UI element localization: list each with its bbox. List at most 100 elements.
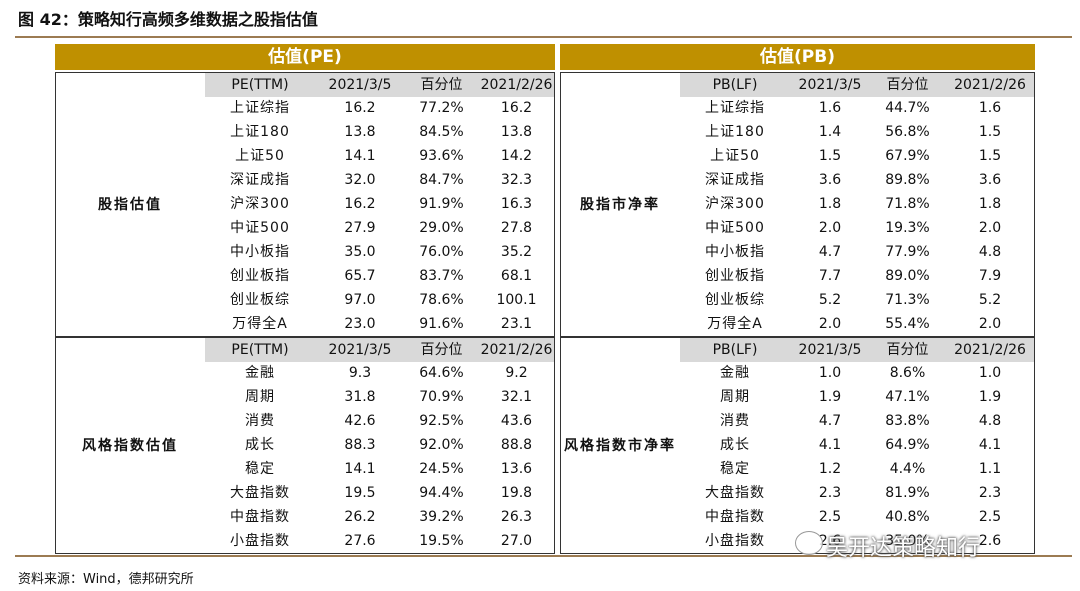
cell-value: 3.6 bbox=[818, 172, 842, 188]
column-header: 2021/3/5 bbox=[328, 77, 392, 93]
row-name: 上证180 bbox=[230, 124, 290, 140]
cell-value: 71.3% bbox=[885, 292, 930, 308]
row-name: 大盘指数 bbox=[705, 485, 765, 501]
column-header-bg bbox=[680, 338, 1034, 362]
row-name: 成长 bbox=[245, 437, 275, 453]
cell-value: 35.0% bbox=[885, 533, 930, 549]
row-name: 万得全A bbox=[707, 316, 763, 332]
cell-value: 68.1 bbox=[500, 268, 533, 284]
group-label: 股指估值 bbox=[98, 197, 162, 213]
cell-value: 3.6 bbox=[978, 172, 1002, 188]
column-header: 百分位 bbox=[420, 77, 463, 93]
cell-value: 13.6 bbox=[500, 461, 533, 477]
cell-value: 1.2 bbox=[818, 461, 842, 477]
column-header: 2021/2/26 bbox=[480, 77, 553, 93]
cell-value: 70.9% bbox=[419, 389, 464, 405]
column-header: PB(LF) bbox=[712, 77, 758, 93]
cell-value: 13.8 bbox=[344, 124, 376, 140]
row-name: 沪深300 bbox=[705, 196, 765, 212]
cell-value: 29.0% bbox=[419, 220, 464, 236]
row-name: 中盘指数 bbox=[705, 509, 765, 525]
cell-value: 2.6 bbox=[978, 533, 1002, 549]
cell-value: 26.3 bbox=[500, 509, 533, 525]
section-box bbox=[560, 72, 1035, 337]
row-name: 上证180 bbox=[705, 124, 765, 140]
cell-value: 9.2 bbox=[505, 365, 528, 381]
row-name: 周期 bbox=[720, 389, 750, 405]
cell-value: 83.7% bbox=[419, 268, 464, 284]
cell-value: 27.8 bbox=[500, 220, 533, 236]
row-name: 深证成指 bbox=[705, 172, 765, 188]
row-name: 周期 bbox=[245, 389, 275, 405]
cell-value: 32.0 bbox=[344, 172, 376, 188]
cell-value: 5.2 bbox=[978, 292, 1002, 308]
cell-value: 2.0 bbox=[818, 316, 842, 332]
row-name: 成长 bbox=[720, 437, 750, 453]
cell-value: 1.5 bbox=[818, 148, 842, 164]
cell-value: 14.1 bbox=[344, 148, 376, 164]
row-name: 上证综指 bbox=[705, 100, 765, 116]
cell-value: 44.7% bbox=[885, 100, 930, 116]
row-name: 中证500 bbox=[705, 220, 765, 236]
cell-value: 88.3 bbox=[344, 437, 376, 453]
cell-value: 9.3 bbox=[348, 365, 372, 381]
cell-value: 2.0 bbox=[978, 316, 1002, 332]
cell-value: 100.1 bbox=[496, 292, 537, 308]
cell-value: 84.7% bbox=[419, 172, 464, 188]
cell-value: 56.8% bbox=[885, 124, 930, 140]
cell-value: 64.6% bbox=[419, 365, 464, 381]
cell-value: 32.1 bbox=[500, 389, 533, 405]
table-header: 估值(PE) bbox=[55, 44, 555, 70]
cell-value: 35.2 bbox=[500, 244, 533, 260]
row-name: 创业板指 bbox=[705, 268, 765, 284]
cell-value: 1.0 bbox=[978, 365, 1002, 381]
cell-value: 2.3 bbox=[978, 485, 1002, 501]
cell-value: 16.2 bbox=[500, 100, 533, 116]
cell-value: 19.3% bbox=[885, 220, 930, 236]
cell-value: 39.2% bbox=[419, 509, 464, 525]
cell-value: 26.2 bbox=[344, 509, 376, 525]
group-label: 风格指数估值 bbox=[82, 438, 178, 454]
cell-value: 55.4% bbox=[885, 316, 930, 332]
cell-value: 91.9% bbox=[419, 196, 464, 212]
cell-value: 4.7 bbox=[818, 244, 842, 260]
section-box bbox=[55, 72, 555, 337]
cell-value: 93.6% bbox=[419, 148, 464, 164]
figure-title: 图 42：策略知行高频多维数据之股指估值 bbox=[18, 10, 318, 29]
cell-value: 14.1 bbox=[344, 461, 376, 477]
cell-value: 19.5% bbox=[419, 533, 464, 549]
row-name: 中盘指数 bbox=[230, 509, 290, 525]
row-name: 中小板指 bbox=[705, 244, 765, 260]
cell-value: 1.5 bbox=[978, 148, 1002, 164]
row-name: 消费 bbox=[245, 413, 275, 429]
cell-value: 1.9 bbox=[978, 389, 1002, 405]
cell-value: 64.9% bbox=[885, 437, 930, 453]
cell-value: 77.2% bbox=[419, 100, 464, 116]
cell-value: 97.0 bbox=[344, 292, 376, 308]
cell-value: 1.1 bbox=[978, 461, 1002, 477]
cell-value: 2.5 bbox=[978, 509, 1002, 525]
row-name: 上证综指 bbox=[230, 100, 290, 116]
cell-value: 27.0 bbox=[500, 533, 533, 549]
column-header: 百分位 bbox=[420, 342, 463, 358]
column-header: 2021/2/26 bbox=[954, 342, 1026, 358]
cell-value: 1.9 bbox=[818, 389, 842, 405]
row-name: 创业板综 bbox=[230, 292, 290, 308]
column-header: PE(TTM) bbox=[231, 342, 289, 358]
column-header: 2021/3/5 bbox=[328, 342, 392, 358]
group-label: 风格指数市净率 bbox=[564, 438, 676, 454]
cell-value: 19.8 bbox=[500, 485, 533, 501]
source-note: 资料来源：Wind，德邦研究所 bbox=[18, 572, 194, 587]
column-header: 2021/2/26 bbox=[480, 342, 553, 358]
cell-value: 4.8 bbox=[978, 244, 1002, 260]
row-name: 大盘指数 bbox=[230, 485, 290, 501]
row-name: 消费 bbox=[720, 413, 750, 429]
column-header: PE(TTM) bbox=[231, 77, 289, 93]
table-header: 估值(PB) bbox=[560, 44, 1035, 70]
cell-value: 23.1 bbox=[500, 316, 533, 332]
cell-value: 14.2 bbox=[500, 148, 533, 164]
title-rule bbox=[15, 36, 1072, 38]
column-header: PB(LF) bbox=[712, 342, 758, 358]
cell-value: 42.6 bbox=[344, 413, 376, 429]
cell-value: 32.3 bbox=[500, 172, 533, 188]
